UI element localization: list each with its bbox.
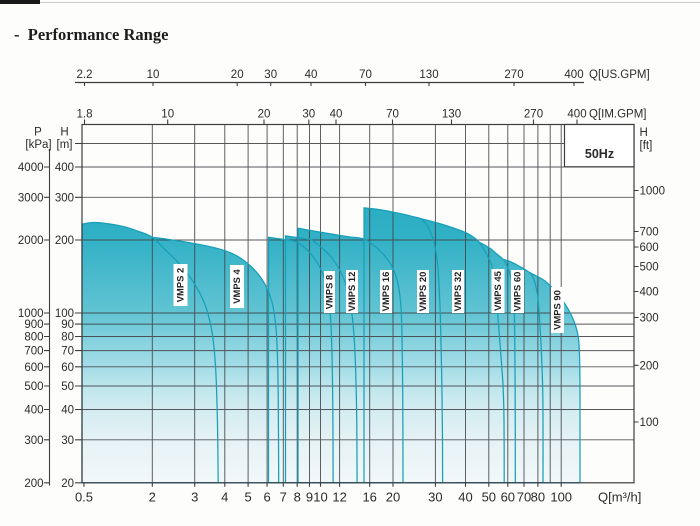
svg-text:VMPS 8: VMPS 8 bbox=[324, 275, 335, 309]
svg-text:900: 900 bbox=[24, 319, 43, 331]
svg-text:12: 12 bbox=[332, 490, 346, 505]
svg-text:60: 60 bbox=[61, 362, 74, 374]
svg-text:800: 800 bbox=[24, 332, 43, 344]
svg-text:400: 400 bbox=[640, 287, 659, 299]
svg-text:VMPS 12: VMPS 12 bbox=[346, 272, 357, 312]
svg-text:10: 10 bbox=[147, 69, 160, 81]
svg-text:80: 80 bbox=[61, 332, 74, 344]
svg-text:20: 20 bbox=[61, 478, 74, 490]
svg-text:50: 50 bbox=[61, 381, 74, 393]
svg-text:[m]: [m] bbox=[57, 139, 73, 151]
svg-text:600: 600 bbox=[24, 362, 43, 374]
svg-text:VMPS 20: VMPS 20 bbox=[417, 272, 428, 312]
svg-text:40: 40 bbox=[458, 490, 472, 505]
svg-text:30: 30 bbox=[302, 109, 315, 121]
svg-text:50: 50 bbox=[482, 490, 496, 505]
svg-text:VMPS 32: VMPS 32 bbox=[452, 272, 463, 312]
svg-text:60: 60 bbox=[501, 490, 515, 505]
svg-text:2.2: 2.2 bbox=[77, 69, 93, 81]
svg-text:40: 40 bbox=[61, 405, 74, 417]
svg-text:400: 400 bbox=[564, 69, 583, 81]
svg-text:VMPS 16: VMPS 16 bbox=[380, 272, 391, 312]
svg-text:130: 130 bbox=[419, 69, 438, 81]
svg-text:30: 30 bbox=[264, 69, 277, 81]
svg-text:1000: 1000 bbox=[640, 186, 666, 198]
svg-text:Q[US.GPM]: Q[US.GPM] bbox=[589, 69, 650, 81]
svg-text:2000: 2000 bbox=[18, 235, 44, 247]
svg-text:270: 270 bbox=[524, 109, 543, 121]
svg-text:130: 130 bbox=[442, 109, 461, 121]
svg-text:700: 700 bbox=[640, 227, 659, 239]
svg-text:200: 200 bbox=[24, 478, 43, 490]
svg-text:[kPa]: [kPa] bbox=[25, 139, 51, 151]
svg-text:VMPS 90: VMPS 90 bbox=[552, 290, 563, 330]
svg-text:1.8: 1.8 bbox=[77, 109, 93, 121]
svg-text:[ft]: [ft] bbox=[640, 140, 653, 152]
svg-text:4: 4 bbox=[221, 490, 228, 505]
svg-text:70: 70 bbox=[61, 346, 74, 358]
svg-text:40: 40 bbox=[330, 109, 343, 121]
svg-text:8: 8 bbox=[294, 490, 301, 505]
svg-text:Q[m³/h]: Q[m³/h] bbox=[598, 490, 641, 505]
svg-text:3000: 3000 bbox=[18, 192, 44, 204]
svg-text:2: 2 bbox=[149, 490, 156, 505]
svg-text:16: 16 bbox=[362, 490, 376, 505]
svg-text:200: 200 bbox=[640, 360, 659, 372]
svg-text:500: 500 bbox=[24, 381, 43, 393]
svg-text:P: P bbox=[34, 127, 42, 139]
svg-text:H: H bbox=[60, 127, 68, 139]
svg-text:1000: 1000 bbox=[18, 308, 44, 320]
svg-text:VMPS 2: VMPS 2 bbox=[175, 268, 186, 302]
svg-text:9: 9 bbox=[306, 490, 313, 505]
svg-text:5: 5 bbox=[244, 490, 251, 505]
svg-text:30: 30 bbox=[428, 490, 442, 505]
svg-text:4000: 4000 bbox=[18, 162, 44, 174]
svg-text:20: 20 bbox=[258, 109, 271, 121]
svg-text:6: 6 bbox=[263, 490, 270, 505]
svg-text:100: 100 bbox=[640, 417, 659, 429]
svg-text:70: 70 bbox=[359, 69, 372, 81]
svg-text:70: 70 bbox=[517, 490, 531, 505]
svg-text:270: 270 bbox=[504, 69, 523, 81]
svg-text:Q[IM.GPM]: Q[IM.GPM] bbox=[589, 109, 647, 121]
svg-text:50Hz: 50Hz bbox=[585, 147, 614, 161]
svg-text:0.5: 0.5 bbox=[75, 490, 93, 505]
svg-text:400: 400 bbox=[55, 162, 74, 174]
svg-text:100: 100 bbox=[550, 490, 572, 505]
svg-text:100: 100 bbox=[55, 308, 74, 320]
svg-text:40: 40 bbox=[305, 69, 318, 81]
svg-text:80: 80 bbox=[531, 490, 545, 505]
svg-text:90: 90 bbox=[61, 319, 74, 331]
svg-text:400: 400 bbox=[24, 405, 43, 417]
svg-text:300: 300 bbox=[640, 313, 659, 325]
svg-text:200: 200 bbox=[55, 235, 74, 247]
svg-text:400: 400 bbox=[567, 109, 586, 121]
svg-text:7: 7 bbox=[280, 490, 287, 505]
svg-text:500: 500 bbox=[640, 262, 659, 274]
svg-text:VMPS 45: VMPS 45 bbox=[492, 271, 503, 311]
svg-text:20: 20 bbox=[231, 69, 244, 81]
svg-text:H: H bbox=[640, 127, 648, 139]
svg-text:3: 3 bbox=[191, 490, 198, 505]
svg-text:10: 10 bbox=[161, 109, 174, 121]
svg-text:600: 600 bbox=[640, 242, 659, 254]
svg-text:VMPS 4: VMPS 4 bbox=[231, 269, 242, 304]
svg-text:300: 300 bbox=[24, 435, 43, 447]
svg-text:30: 30 bbox=[61, 435, 74, 447]
svg-text:20: 20 bbox=[386, 490, 400, 505]
svg-text:300: 300 bbox=[55, 192, 74, 204]
svg-text:700: 700 bbox=[24, 346, 43, 358]
svg-text:10: 10 bbox=[313, 490, 327, 505]
svg-text:VMPS 60: VMPS 60 bbox=[512, 272, 523, 312]
svg-text:70: 70 bbox=[386, 109, 399, 121]
